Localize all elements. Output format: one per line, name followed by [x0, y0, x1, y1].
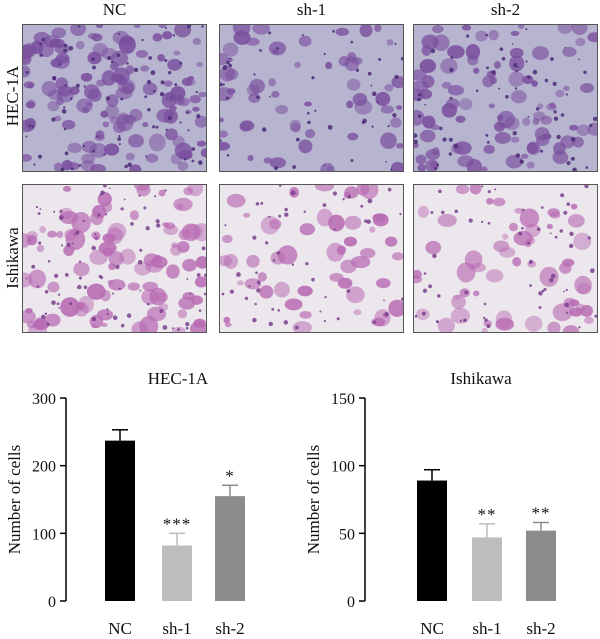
chart-1-ytick-label: 150 [331, 391, 355, 408]
column-label-nc: NC [102, 0, 127, 19]
chart-1-ytick-label: 0 [347, 594, 355, 611]
chart-0-ytick-label: 200 [32, 459, 56, 476]
chart-0-bar [215, 496, 245, 601]
chart-1-category-label: sh-2 [526, 619, 555, 638]
chart-1-bar [526, 530, 556, 601]
micrograph-ishikawa-sh1 [219, 184, 404, 333]
chart-1-bar [472, 537, 502, 601]
chart-0-ytick-label: 300 [32, 391, 56, 408]
row-label-ishikawa: Ishikawa [3, 227, 22, 289]
chart-0-bar [105, 440, 135, 601]
chart-0-category-label: NC [108, 619, 132, 638]
chart-0-significance: *** [163, 514, 192, 533]
chart-1-significance: ** [478, 505, 497, 524]
chart-1-ytick-label: 50 [339, 526, 355, 543]
chart-0-bar [162, 545, 192, 601]
column-label-sh2: sh-2 [490, 0, 521, 19]
micrograph-ishikawa-nc [22, 184, 207, 333]
chart-0-category-label: sh-1 [162, 619, 191, 638]
chart-1-category-label: NC [420, 619, 444, 638]
chart-0-category-label: sh-2 [215, 619, 244, 638]
chart-1-ytick-label: 100 [331, 459, 355, 476]
micrograph-hec1a-nc [22, 24, 207, 172]
chart-1-category-label: sh-1 [472, 619, 501, 638]
chart-0-title: HEC-1A [148, 369, 209, 388]
micrograph-hec1a-sh1 [219, 24, 404, 172]
chart-1-title: Ishikawa [450, 369, 512, 388]
row-label-hec1a: HEC-1A [3, 65, 22, 127]
chart-0-ylabel: Number of cells [5, 445, 24, 555]
chart-1-ylabel: Number of cells [304, 445, 323, 555]
micrograph-ishikawa-sh2 [413, 184, 598, 333]
chart-1-bar [417, 480, 447, 601]
chart-0-ytick-label: 0 [48, 594, 56, 611]
chart-1-significance: ** [532, 504, 551, 523]
column-label-sh1: sh-1 [296, 0, 327, 19]
chart-0-significance: * [225, 466, 235, 485]
chart-0-ytick-label: 100 [32, 526, 56, 543]
micrograph-hec1a-sh2 [413, 24, 598, 172]
